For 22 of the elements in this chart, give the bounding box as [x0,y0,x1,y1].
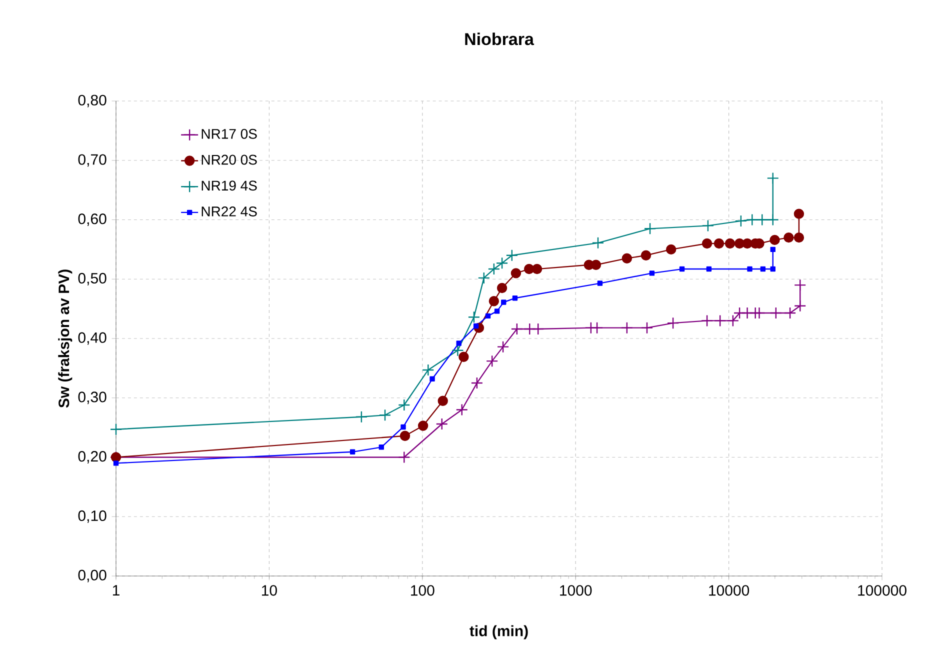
y-tick-label: 0,60 [78,214,106,226]
x-tick-label: 100 [411,585,434,596]
y-tick-label: 0,80 [78,94,106,108]
legend-label: NR19 4S [202,180,257,191]
x-tick-label: 1 [112,585,120,596]
legend-label: NR20 0S [202,154,257,165]
legend-label: NR22 4S [202,206,257,216]
x-tick-label: 10 [262,585,277,596]
y-tick-label: 0,10 [78,510,106,523]
x-tick-label: 100000 [858,585,906,596]
x-tick-label: 10000 [709,585,750,596]
y-tick-label: 0,70 [78,154,106,167]
legend-label: NR17 0S [202,128,257,139]
y-tick-label: 0,30 [78,392,106,404]
y-axis-title: Sw (fraksjon av PV) [58,270,72,408]
x-tick-label: 1000 [560,585,592,596]
y-tick-label: 0,40 [78,332,106,345]
y-tick-label: 0,20 [78,451,106,464]
y-tick-label: 0,00 [78,570,106,582]
x-axis-title: tid (min) [470,625,528,640]
chart-title: Niobrara [465,32,534,46]
y-tick-label: 0,50 [78,272,106,286]
